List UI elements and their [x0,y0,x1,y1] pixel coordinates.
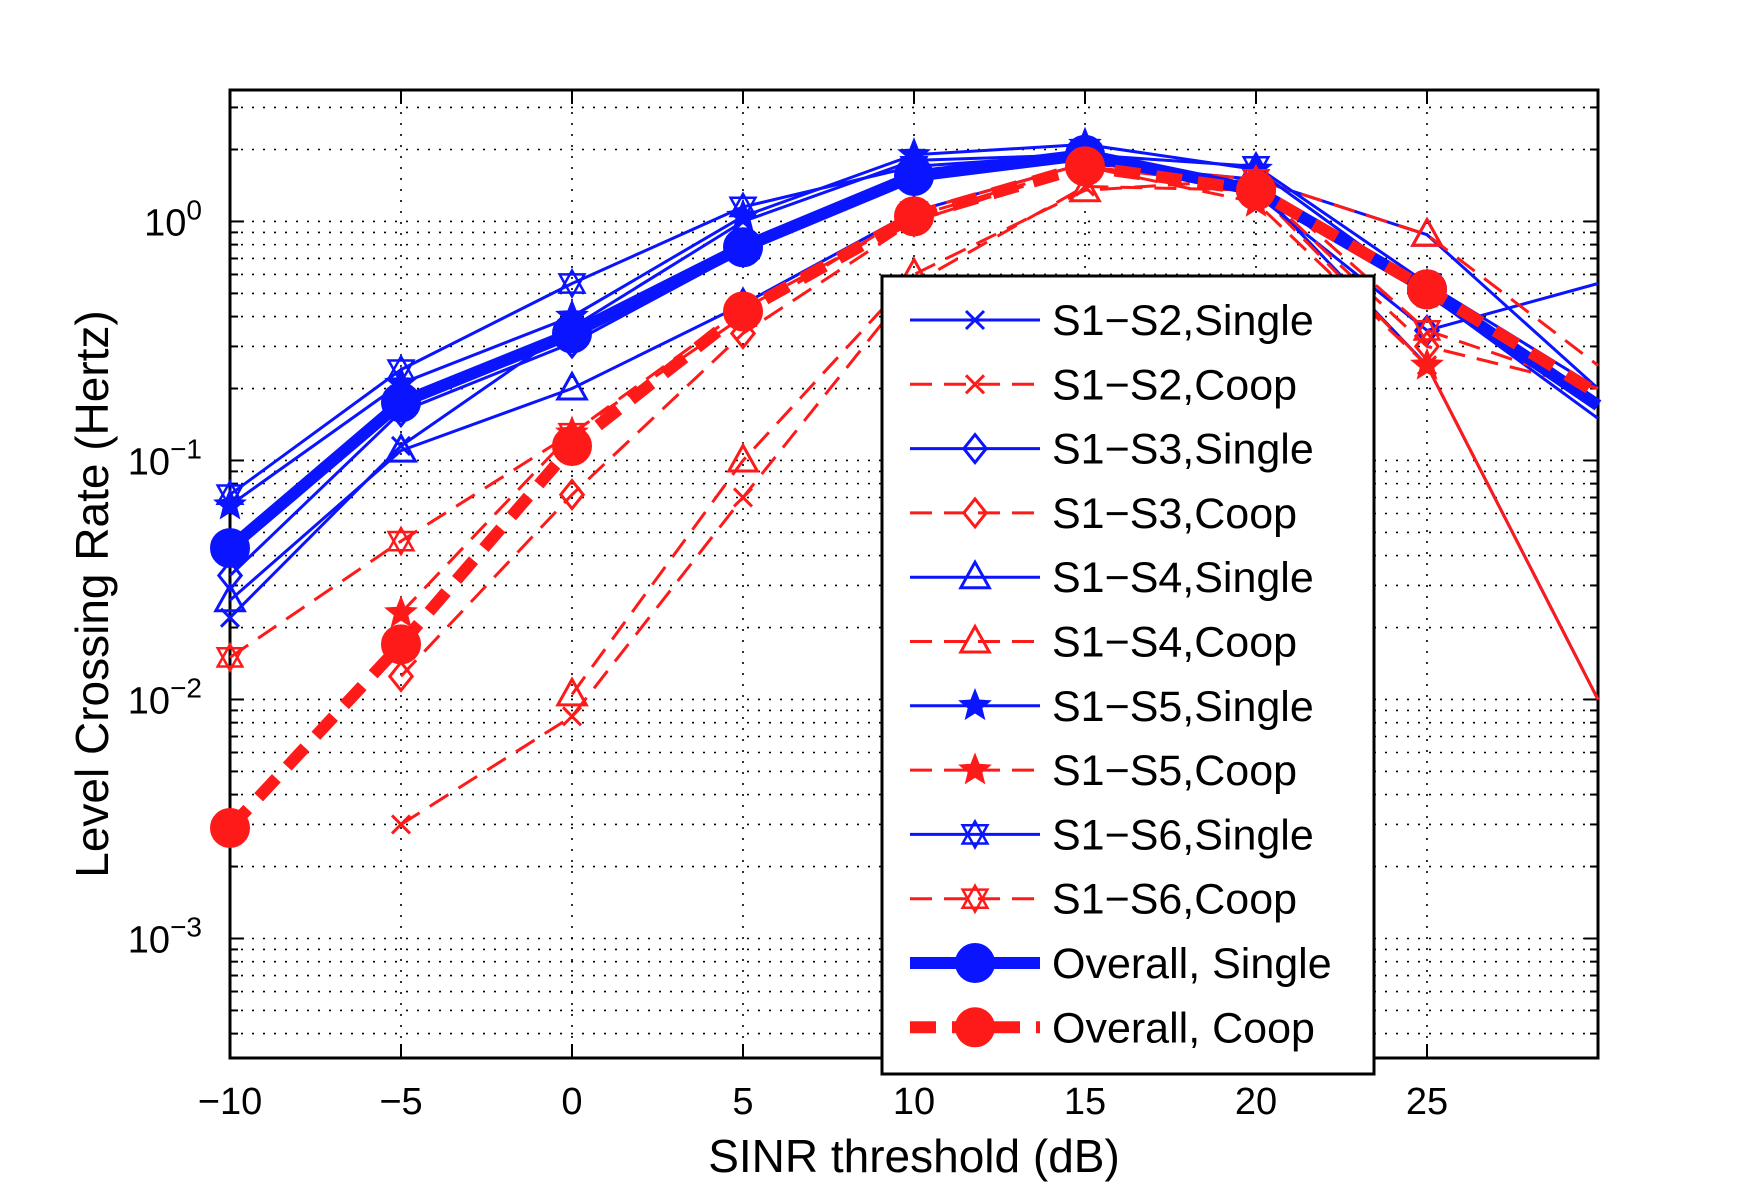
legend-item-s1-s2-coop: S1−S2,Coop [910,361,1297,409]
legend-swatch-marker [964,309,986,331]
data-point [726,442,760,473]
data-point [552,313,592,354]
data-point [1410,216,1444,247]
legend-item-s1-s3-coop: S1−S3,Coop [910,490,1297,538]
legend-swatch-marker [961,496,989,530]
y-tick-label: 100 [144,194,202,244]
legend-item-overall-coop: Overall, Coop [910,1004,1315,1052]
legend-swatch-marker [958,752,992,785]
legend: S1−S2,Single S1−S2,Coop S1−S3,Single S1−S3,… [880,274,1376,1076]
data-point [213,582,247,613]
x-axis-title: SINR threshold (dB) [708,1130,1120,1182]
data-point [384,432,418,463]
legend-label: S1−S5,Single [1052,683,1314,731]
data-point [1236,170,1276,211]
data-point [387,659,415,693]
data-point [216,559,244,592]
data-point [894,196,934,237]
legend-label: S1−S3,Coop [1052,490,1297,538]
data-point [386,354,416,386]
data-point [561,706,583,727]
x-tick-label: −5 [379,1081,422,1123]
data-point [381,624,421,665]
data-point [381,382,421,423]
legend-swatch-marker [958,623,992,654]
x-tick-label: 25 [1406,1081,1448,1123]
x-tick-label: 5 [732,1081,753,1123]
legend-label: S1−S2,Single [1052,297,1314,345]
x-tick-label: −10 [198,1081,262,1123]
series-line [570,177,1599,696]
legend-label: S1−S6,Coop [1052,876,1297,924]
legend-swatch-marker [960,818,990,850]
y-tick-label: 10−2 [128,672,202,722]
data-point [1065,146,1105,187]
data-point [1407,269,1447,310]
axis-ticks: −10 −5 0 5 10 15 20 25 100 10−1 10−2 10−3 [128,90,1598,1123]
data-series [210,126,1602,848]
x-tick-label: 20 [1235,1081,1277,1123]
data-point [1412,314,1442,346]
data-point [215,479,245,511]
legend-swatch-marker [961,432,989,466]
legend-label: S1−S6,Single [1052,811,1314,859]
legend-swatch-marker [964,374,986,395]
legend-item-s1-s6-single: S1−S6,Single [910,811,1314,859]
data-point [390,814,412,835]
x-tick-label: 15 [1064,1081,1106,1123]
legend-item-s1-s4-coop: S1−S4,Coop [910,619,1297,667]
data-point [732,487,754,508]
legend-item-s1-s2-single: S1−S2,Single [910,297,1314,345]
data-point [723,291,763,332]
legend-item-s1-s6-coop: S1−S6,Coop [910,876,1297,924]
legend-swatch-marker [958,688,992,721]
legend-item-s1-s4-single: S1−S4,Single [910,554,1314,602]
legend-label: S1−S2,Coop [1052,361,1297,409]
data-point [1410,347,1444,380]
legend-label: S1−S4,Single [1052,554,1314,602]
legend-label: Overall, Coop [1052,1004,1315,1052]
legend-swatch-marker [955,943,995,983]
series-line [399,164,1599,678]
data-point [386,525,416,557]
x-tick-label: 0 [561,1081,582,1123]
y-axis-title: Level Crossing Rate (Hertz) [66,310,118,878]
x-tick-label: 10 [893,1081,935,1123]
legend-box [880,274,1376,1076]
data-point [557,267,587,300]
legend-label: S1−S3,Single [1052,426,1314,474]
data-point [215,641,245,673]
legend-item-s1-s5-single: S1−S5,Single [910,683,1314,731]
series-overall-coop [210,146,1602,848]
legend-swatch-marker [960,883,990,915]
data-point [384,595,418,628]
y-tick-label: 10−3 [128,911,202,961]
legend-item-s1-s3-single: S1−S3,Single [910,426,1314,474]
legend-swatch-marker [958,559,992,590]
data-point [210,807,250,848]
data-point [723,227,763,268]
legend-label: S1−S4,Coop [1052,619,1297,667]
series-line [400,185,1600,826]
legend-label: Overall, Single [1052,940,1332,988]
legend-item-s1-s5-coop: S1−S5,Coop [910,747,1297,795]
legend-swatch-marker [955,1007,995,1048]
data-point [210,528,250,569]
data-point [390,435,412,457]
data-point [894,155,934,196]
y-tick-label: 10−1 [128,433,202,483]
data-point [555,676,589,707]
legend-label: S1−S5,Coop [1052,747,1297,795]
data-point [552,425,592,466]
legend-item-overall-single: Overall, Single [910,940,1332,988]
data-point [555,370,589,401]
data-point [728,191,758,223]
data-point [1068,172,1102,203]
data-point [558,478,586,511]
